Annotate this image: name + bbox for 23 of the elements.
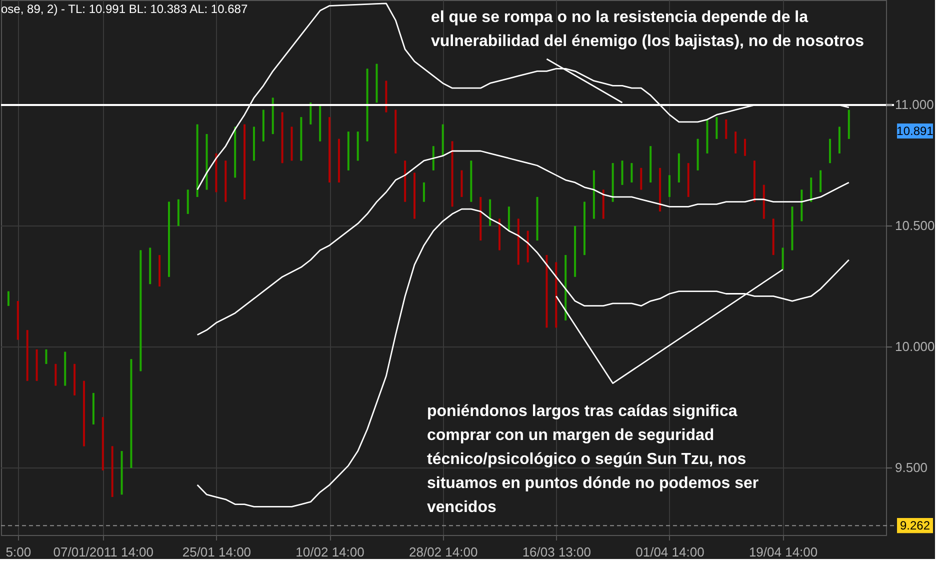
candlestick	[45, 348, 48, 365]
candlestick	[725, 118, 728, 140]
x-tick-label: 07/01/2011 14:00	[53, 544, 154, 560]
x-tick-label: 01/04 14:00	[636, 544, 704, 560]
annotation: poniéndonos largos tras caídas significa comprar con un margen de seguridad técnico/psicológico o según Sun Tzu, nos situamos en puntos dónde no podemos ser vencidos	[427, 403, 759, 516]
y-tick-label: 10.000	[895, 338, 935, 354]
y-tick-label: 9.500	[895, 460, 928, 475]
text: 10.891	[896, 124, 934, 138]
x-tick-label: 10/02 14:00	[296, 544, 364, 560]
x-tick-label: 5:00	[6, 544, 32, 560]
x-tick-label: 28/02 14:00	[408, 544, 478, 560]
candlestick	[630, 162, 633, 184]
line-series	[196, 150, 850, 336]
ref-line-label: 9.262	[900, 518, 930, 533]
candlestick	[7, 290, 10, 306]
y-tick-label: 10.500	[895, 218, 935, 233]
candlestick	[716, 116, 718, 140]
annotation: ose, 89, 2) - TL: 10.991 BL: 10.383 AL: 10.687	[1, 2, 248, 16]
x-tick-label: 16/03 13:00	[522, 544, 591, 560]
y-tick-label: 11.000	[895, 97, 934, 112]
annotation: el que se rompa o no la resistencia depende de la vulnerabilidad del énemigo (los bajistas), no de nosotros	[431, 9, 864, 50]
x-tick-label: 19/04 14:00	[748, 544, 818, 560]
x-tick-label: 25/01 14:00	[182, 544, 252, 560]
